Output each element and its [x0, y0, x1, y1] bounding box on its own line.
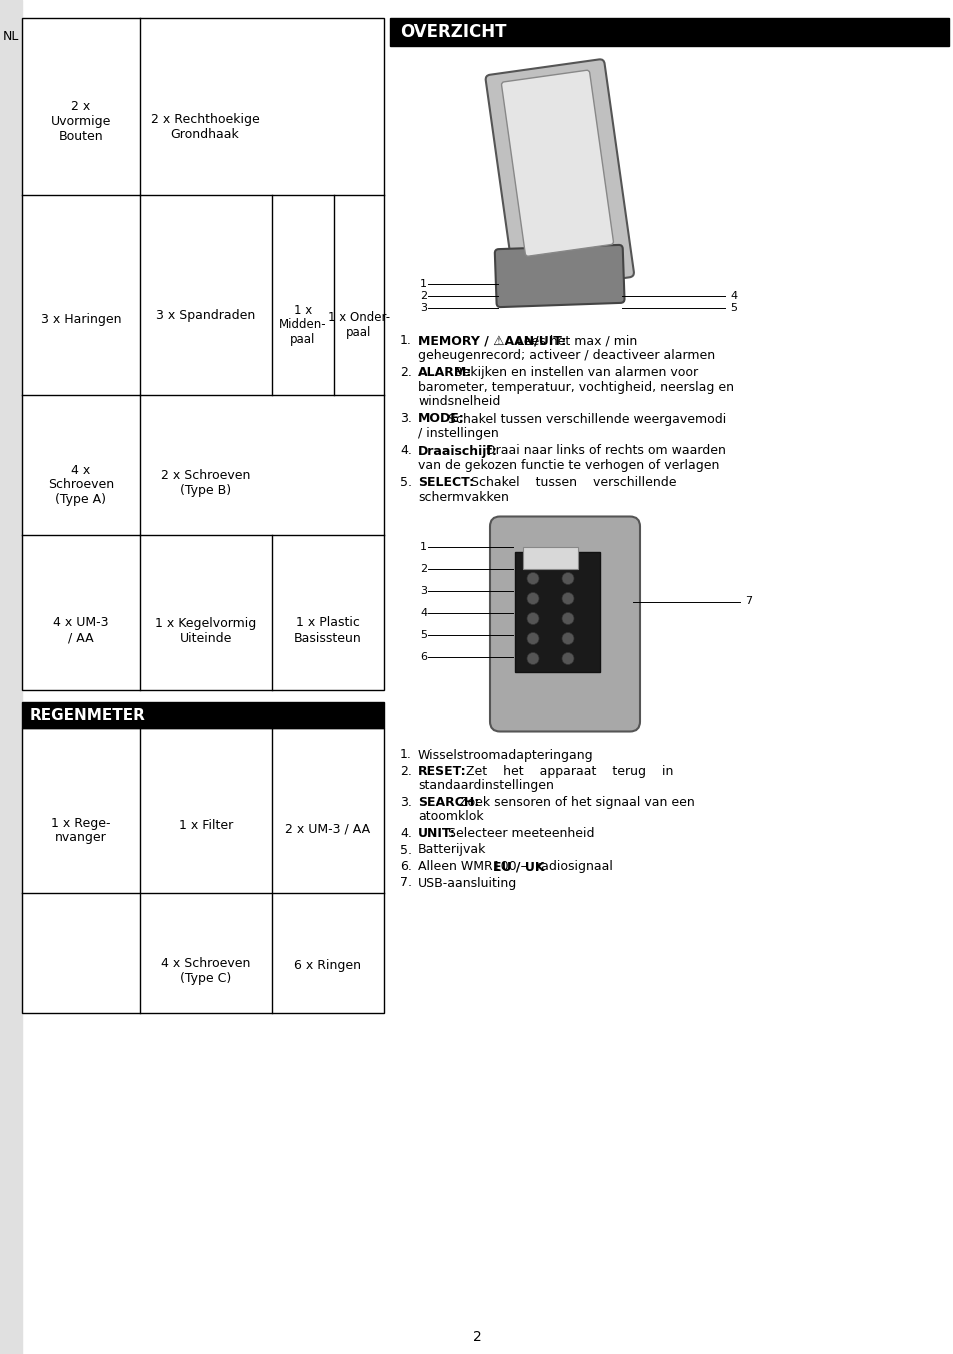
Text: RESET:: RESET: [417, 765, 466, 779]
Text: 1 x
Midden-
paal: 1 x Midden- paal [279, 303, 327, 347]
Text: Wisselstroomadapteringang: Wisselstroomadapteringang [417, 749, 593, 761]
Text: 3.: 3. [399, 413, 412, 425]
Text: OVERZICHT: OVERZICHT [399, 23, 506, 41]
Text: Lees het max / min: Lees het max / min [513, 334, 637, 347]
Text: Zoek sensoren of het signaal van een: Zoek sensoren of het signaal van een [455, 796, 694, 808]
Text: 2.: 2. [399, 765, 412, 779]
FancyBboxPatch shape [501, 70, 613, 256]
Bar [0, 0, 22, 1354]
Text: atoomklok: atoomklok [417, 811, 483, 823]
Text: 2.: 2. [399, 366, 412, 379]
Circle shape [526, 573, 538, 585]
Text: UNIT:: UNIT: [417, 827, 456, 839]
Circle shape [526, 653, 538, 665]
Text: 1 x Plastic
Basissteun: 1 x Plastic Basissteun [294, 616, 361, 645]
Text: 5: 5 [729, 303, 737, 313]
Text: Schakel tussen verschillende weergavemodi: Schakel tussen verschillende weergavemod… [444, 413, 726, 425]
Text: Batterijvak: Batterijvak [417, 844, 486, 857]
Bar [22, 18, 384, 691]
Text: EU / UK: EU / UK [493, 860, 544, 873]
Circle shape [526, 612, 538, 624]
Text: 6: 6 [419, 651, 427, 662]
Text: 3: 3 [419, 585, 427, 596]
Text: 3.: 3. [399, 796, 412, 808]
Text: 7: 7 [744, 597, 751, 607]
Text: 2: 2 [419, 563, 427, 574]
FancyBboxPatch shape [485, 60, 633, 292]
Circle shape [561, 632, 574, 645]
Text: Selecteer meeteenheid: Selecteer meeteenheid [444, 827, 595, 839]
Text: MEMORY / ⚠AAN/UIT:: MEMORY / ⚠AAN/UIT: [417, 334, 566, 347]
Text: geheugenrecord; activeer / deactiveer alarmen: geheugenrecord; activeer / deactiveer al… [417, 348, 715, 362]
Text: barometer, temperatuur, vochtigheid, neerslag en: barometer, temperatuur, vochtigheid, nee… [417, 380, 733, 394]
Text: 2 x Rechthoekige
Grondhaak: 2 x Rechthoekige Grondhaak [151, 112, 259, 141]
Text: 3 x Haringen: 3 x Haringen [41, 314, 121, 326]
Text: 2: 2 [419, 291, 427, 301]
Text: 4 x Schroeven
(Type C): 4 x Schroeven (Type C) [161, 957, 251, 984]
Text: ALARM:: ALARM: [417, 366, 472, 379]
Text: Draai naar links of rechts om waarden: Draai naar links of rechts om waarden [481, 444, 724, 458]
Text: 1 x Rege-
nvanger: 1 x Rege- nvanger [51, 816, 111, 845]
Text: 4.: 4. [399, 827, 412, 839]
Text: 7.: 7. [399, 876, 412, 890]
Text: 5.: 5. [399, 844, 412, 857]
Text: schermvakken: schermvakken [417, 492, 508, 504]
Text: 4: 4 [419, 608, 427, 617]
Bar [22, 701, 384, 728]
Text: 5: 5 [419, 630, 427, 639]
Bar [522, 547, 578, 569]
Text: MODE:: MODE: [417, 413, 464, 425]
Text: Zet    het    apparaat    terug    in: Zet het apparaat terug in [449, 765, 673, 779]
Text: 4 x
Schroeven
(Type A): 4 x Schroeven (Type A) [48, 463, 114, 506]
Text: USB-aansluiting: USB-aansluiting [417, 876, 517, 890]
Text: 1 x Kegelvormig
Uiteinde: 1 x Kegelvormig Uiteinde [155, 616, 256, 645]
Bar [390, 18, 948, 46]
Text: Alleen WMR100 –: Alleen WMR100 – [417, 860, 530, 873]
Text: SEARCH:: SEARCH: [417, 796, 478, 808]
Text: 4: 4 [729, 291, 737, 301]
Bar [515, 551, 599, 672]
Text: 1: 1 [419, 279, 427, 288]
Text: 4.: 4. [399, 444, 412, 458]
Text: 5.: 5. [399, 477, 412, 490]
Circle shape [561, 593, 574, 604]
Text: NL: NL [3, 30, 19, 43]
Bar [22, 728, 384, 1013]
Text: 3: 3 [419, 303, 427, 313]
Circle shape [526, 593, 538, 604]
Text: 2 x
Uvormige
Bouten: 2 x Uvormige Bouten [51, 100, 112, 144]
Text: 1 x Filter: 1 x Filter [178, 819, 233, 831]
Circle shape [561, 612, 574, 624]
Text: van de gekozen functie te verhogen of verlagen: van de gekozen functie te verhogen of ve… [417, 459, 719, 473]
Text: 4 x UM-3
/ AA: 4 x UM-3 / AA [53, 616, 109, 645]
FancyBboxPatch shape [490, 516, 639, 731]
Text: Schakel    tussen    verschillende: Schakel tussen verschillende [455, 477, 676, 490]
Circle shape [561, 573, 574, 585]
Text: 1 x Onder-
paal: 1 x Onder- paal [328, 311, 390, 338]
Text: 2 x Schroeven
(Type B): 2 x Schroeven (Type B) [161, 468, 251, 497]
Text: Draaischijf:: Draaischijf: [417, 444, 497, 458]
Text: / instellingen: / instellingen [417, 427, 498, 440]
Text: standaardinstellingen: standaardinstellingen [417, 780, 554, 792]
Text: 3 x Spandraden: 3 x Spandraden [156, 309, 255, 321]
Text: SELECT:: SELECT: [417, 477, 474, 490]
Text: 2 x UM-3 / AA: 2 x UM-3 / AA [285, 822, 370, 835]
Circle shape [561, 653, 574, 665]
Text: windsnelheid: windsnelheid [417, 395, 500, 408]
Text: Bekijken en instellen van alarmen voor: Bekijken en instellen van alarmen voor [449, 366, 698, 379]
Text: radiosignaal: radiosignaal [531, 860, 612, 873]
Circle shape [526, 632, 538, 645]
Text: 2: 2 [472, 1330, 481, 1345]
FancyBboxPatch shape [495, 245, 624, 307]
Text: 1.: 1. [399, 749, 412, 761]
Text: 1.: 1. [399, 334, 412, 347]
Text: 1: 1 [419, 542, 427, 551]
Text: 6.: 6. [399, 860, 412, 873]
Text: 6 x Ringen: 6 x Ringen [294, 959, 361, 972]
Text: REGENMETER: REGENMETER [30, 708, 146, 723]
